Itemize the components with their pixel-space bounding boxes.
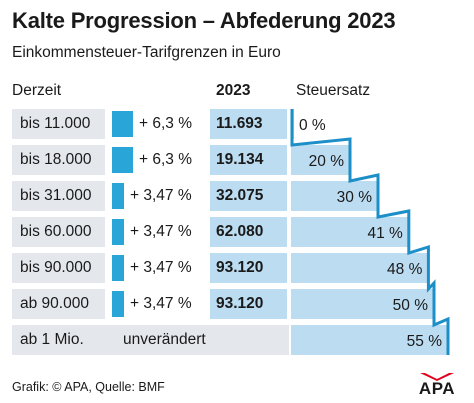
source-note: Grafik: © APA, Quelle: BMF <box>12 380 165 394</box>
new-threshold-value: 93.120 <box>216 295 264 312</box>
new-threshold-box <box>210 109 287 139</box>
new-threshold-value: 19.134 <box>216 151 264 168</box>
row-background <box>12 109 105 139</box>
rate-label: 20 % <box>309 153 345 170</box>
chart-title: Kalte Progression – Abfederung 2023 <box>12 8 396 33</box>
new-threshold-box <box>210 181 287 211</box>
rate-stair-line <box>290 109 450 355</box>
row-label-current: bis 60.000 <box>20 223 92 240</box>
rate-label: 30 % <box>337 189 373 206</box>
new-threshold-box <box>210 145 287 175</box>
row-background <box>12 253 105 283</box>
change-percent-label: + 3,47 % <box>130 187 192 204</box>
change-percent-label: + 3,47 % <box>130 295 192 312</box>
change-indicator-bar <box>112 183 124 209</box>
change-indicator-bar <box>112 111 133 137</box>
change-percent-label: + 6,3 % <box>139 115 192 132</box>
row-background <box>12 145 105 175</box>
rate-label: 48 % <box>387 261 423 278</box>
apa-logo: APA <box>419 373 455 395</box>
column-header-current: Derzeit <box>12 82 62 99</box>
rate-label: 41 % <box>367 225 403 242</box>
new-threshold-box <box>210 289 287 319</box>
row-label-current: ab 1 Mio. <box>20 331 84 348</box>
rate-bar <box>291 325 448 355</box>
change-percent-label: + 6,3 % <box>139 151 192 168</box>
row-background <box>12 217 105 247</box>
row-label-current: bis 90.000 <box>20 259 92 276</box>
row-background <box>12 289 105 319</box>
rate-label: 0 % <box>299 117 326 134</box>
column-header-rate: Steuersatz <box>296 82 371 99</box>
change-indicator-bar <box>112 147 133 173</box>
row-background <box>12 181 105 211</box>
change-percent-label: + 3,47 % <box>130 223 192 240</box>
rate-bar <box>291 181 378 211</box>
new-threshold-value: 32.075 <box>216 187 264 204</box>
new-threshold-box <box>210 217 287 247</box>
row-label-current: ab 90.000 <box>20 295 89 312</box>
change-indicator-bar <box>112 219 124 245</box>
change-percent-label: + 3,47 % <box>130 259 192 276</box>
row-background <box>12 325 289 355</box>
rate-bar <box>291 253 429 283</box>
row-label-current: bis 18.000 <box>20 151 92 168</box>
row-note-unchanged: unverändert <box>123 331 206 348</box>
row-label-current: bis 31.000 <box>20 187 92 204</box>
rate-label: 50 % <box>393 297 429 314</box>
new-threshold-box <box>210 253 287 283</box>
svg-text:APA: APA <box>419 379 455 395</box>
rate-bar <box>291 217 409 247</box>
change-indicator-bar <box>112 255 124 281</box>
rate-bar <box>291 145 350 175</box>
new-threshold-value: 62.080 <box>216 223 264 240</box>
column-header-2023: 2023 <box>216 82 251 99</box>
rate-label: 55 % <box>407 333 443 350</box>
chart-subtitle: Einkommensteuer-Tarifgrenzen in Euro <box>12 44 281 61</box>
rate-bar <box>291 289 434 319</box>
new-threshold-value: 93.120 <box>216 259 264 276</box>
new-threshold-value: 11.693 <box>216 115 263 132</box>
row-label-current: bis 11.000 <box>20 115 91 132</box>
change-indicator-bar <box>112 291 124 317</box>
